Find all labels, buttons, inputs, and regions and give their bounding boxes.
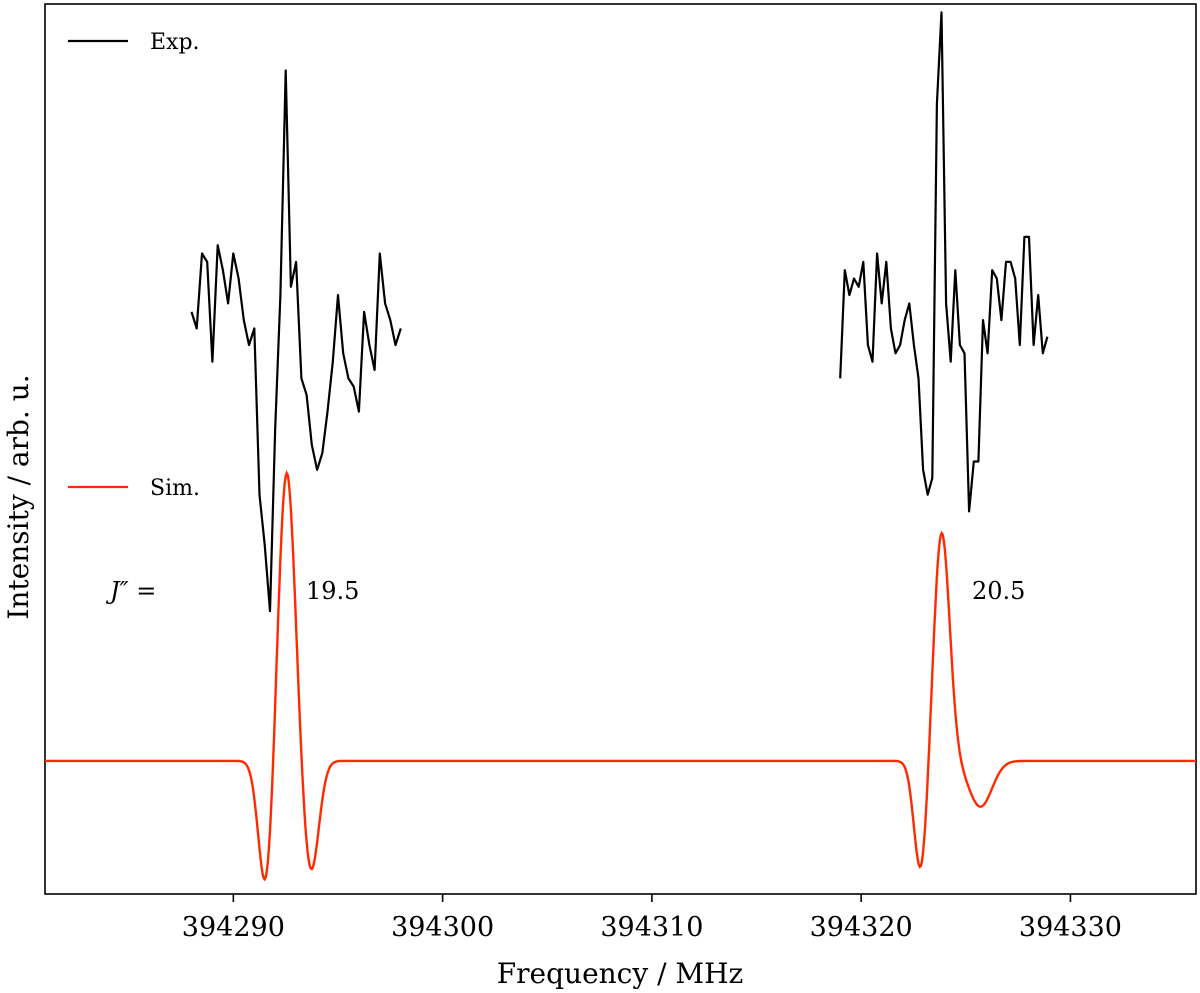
traces: [45, 11, 1196, 882]
x-tick-label: 394310: [600, 912, 703, 943]
x-tick-label: 394300: [391, 912, 494, 943]
y-axis-label: Intensity / arb. u.: [2, 374, 35, 619]
x-tick-label: 394290: [182, 912, 285, 943]
x-tick-label: 394320: [810, 912, 913, 943]
x-axis-label: Frequency / MHz: [497, 957, 744, 990]
exp-trace: [190, 69, 402, 613]
legend-exp: Exp.: [68, 30, 200, 55]
j-double-prime-label: J″ =: [105, 577, 156, 605]
legend-exp-label: Exp.: [150, 30, 200, 55]
x-tick-label: 394330: [1019, 912, 1122, 943]
sim-trace: [45, 470, 1196, 882]
peak-label-20-5: 20.5: [972, 577, 1025, 605]
peak-label-19-5: 19.5: [306, 577, 359, 605]
x-axis-ticks: 394290 394300 394310 394320 394330: [182, 894, 1122, 943]
legend-sim-label: Sim.: [150, 476, 200, 501]
exp-trace: [839, 11, 1049, 513]
legend-sim: Sim.: [68, 476, 200, 501]
plot-frame: [44, 3, 1197, 895]
